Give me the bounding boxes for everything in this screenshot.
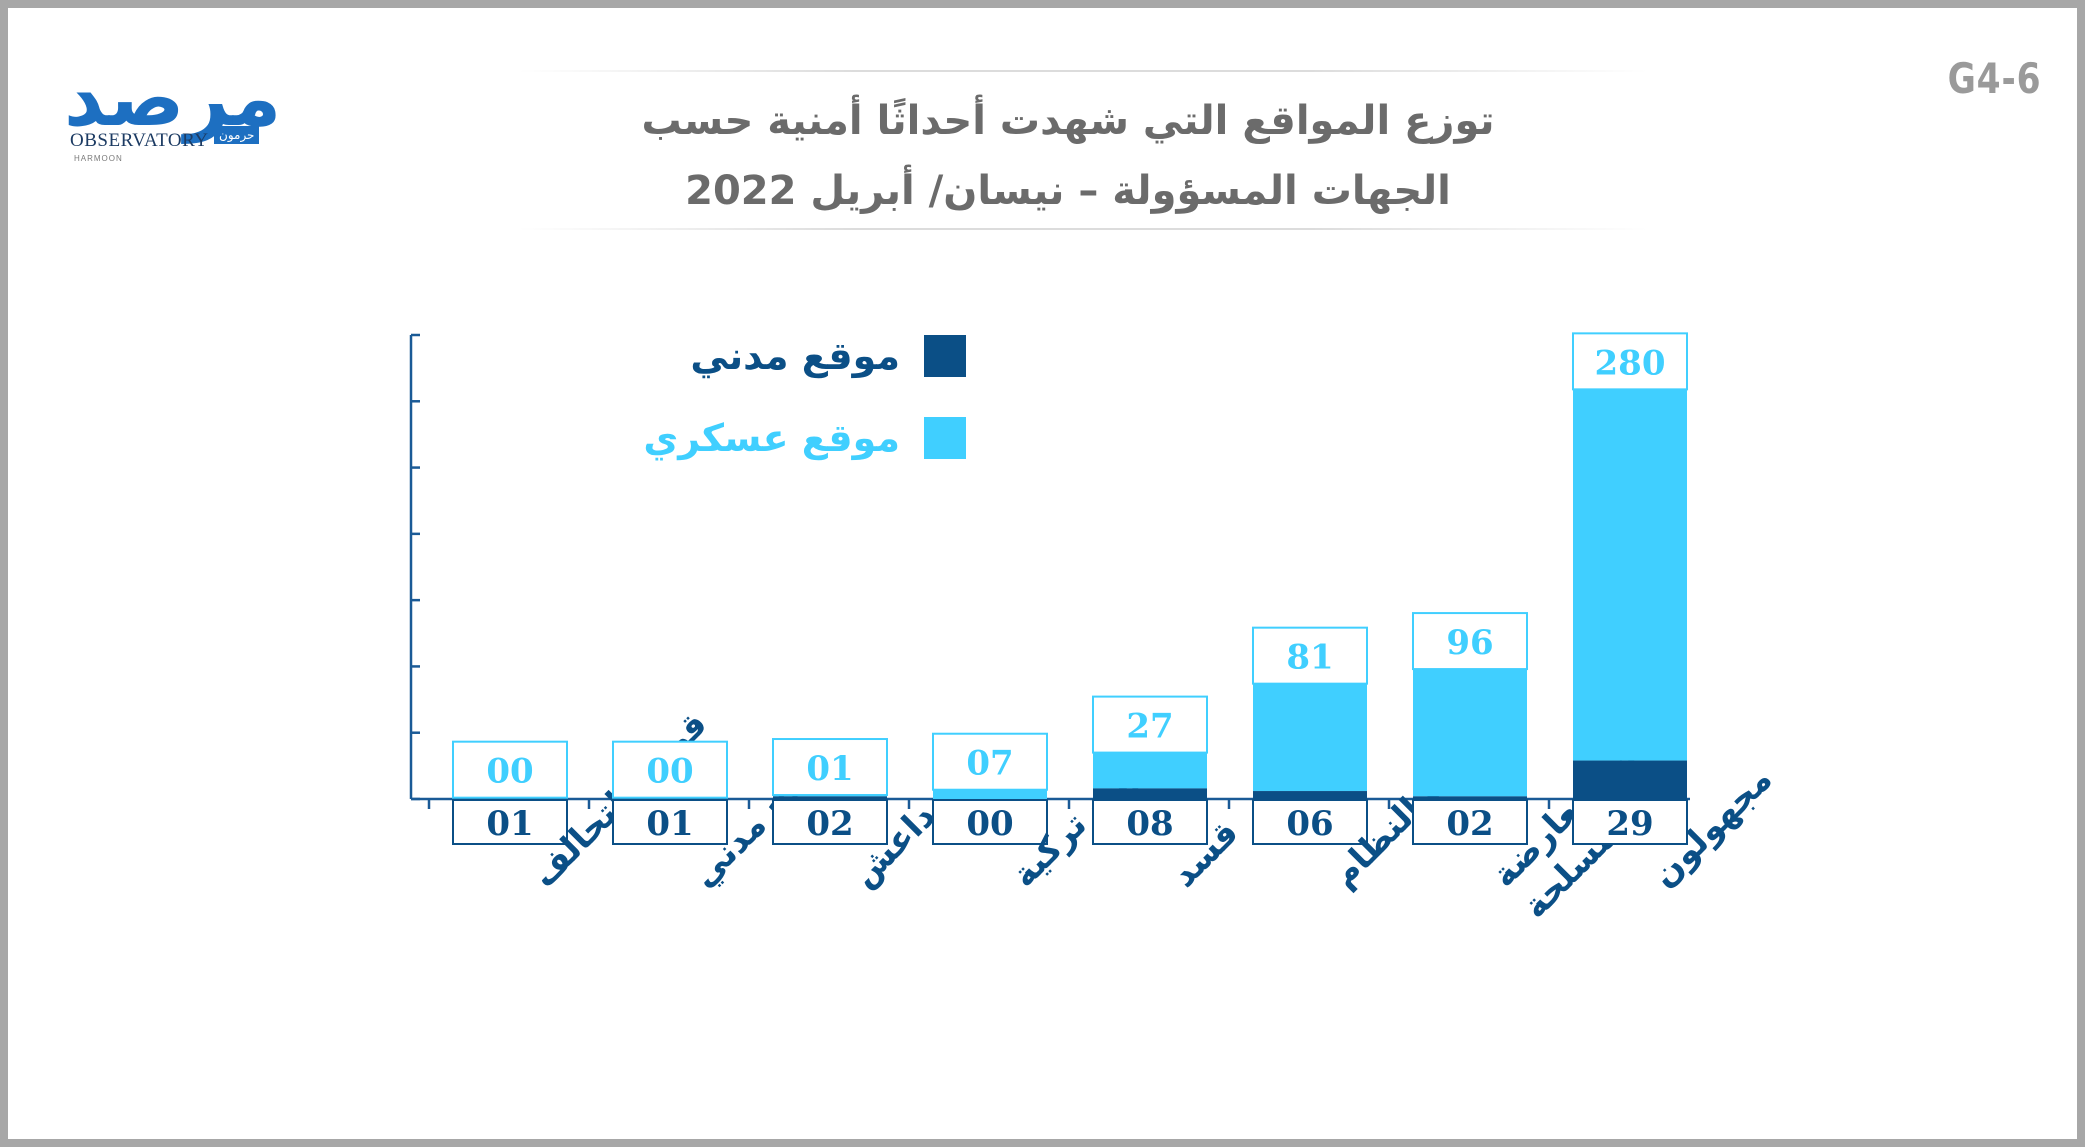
- civil-value-box: [1252, 799, 1368, 845]
- bar-military: [933, 789, 1047, 799]
- military-value-box: [1092, 695, 1208, 754]
- civil-value-label: 02: [806, 804, 853, 844]
- legend-item-civil: موقع مدني: [640, 334, 966, 378]
- military-value-box: [772, 738, 888, 797]
- title-line-1: توزع المواقع التي شهدت أحداثًا أمنية حسب: [641, 98, 1495, 144]
- bar-military: [1253, 683, 1367, 792]
- civil-value-label: 01: [486, 804, 533, 844]
- military-value-box: [612, 740, 728, 799]
- military-value-box: [932, 732, 1048, 791]
- civil-value-box: [1092, 799, 1208, 845]
- military-value-label: 07: [966, 744, 1013, 784]
- civil-value-label: 08: [1126, 804, 1173, 844]
- military-value-label: 00: [646, 752, 693, 792]
- military-value-box: [1412, 612, 1528, 671]
- bar-military: [1413, 669, 1527, 797]
- civil-value-label: 02: [1446, 804, 1493, 844]
- civil-value-label: 01: [646, 804, 693, 844]
- logo-ar: حرمون: [214, 126, 260, 144]
- logo-small: HARMOON: [74, 154, 123, 163]
- bar-civil: [1573, 760, 1687, 799]
- bar-civil: [1413, 796, 1527, 799]
- civil-value-box: [452, 799, 568, 845]
- civil-value-box: [1572, 799, 1688, 845]
- figure-code: G4-6: [1947, 54, 2041, 103]
- military-value-label: 280: [1595, 343, 1666, 383]
- observatory-logo: مرصد OBSERVATORY حرمون HARMOON: [64, 54, 283, 170]
- legend-label-civil: موقع مدني: [690, 334, 900, 378]
- bar-civil: [1093, 788, 1207, 799]
- civil-value-label: 00: [966, 804, 1013, 844]
- military-value-box: [1252, 626, 1368, 685]
- title-bottom-rule: [518, 228, 1648, 230]
- civil-value-box: [932, 799, 1048, 845]
- military-value-label: 81: [1286, 638, 1333, 678]
- civil-value-box: [772, 799, 888, 845]
- military-value-label: 96: [1446, 623, 1493, 663]
- logo-sub: OBSERVATORY: [70, 130, 209, 151]
- military-value-label: 00: [486, 752, 533, 792]
- military-value-label: 01: [806, 749, 853, 789]
- title-line-2: الجهات المسؤولة – نيسان/ أبريل 2022: [685, 168, 1451, 214]
- civil-value-label: 06: [1286, 804, 1333, 844]
- title-top-rule: [518, 70, 1648, 72]
- legend-label-military: موقع عسكري: [643, 416, 900, 460]
- legend-swatch-military: [924, 417, 966, 459]
- military-value-label: 27: [1126, 707, 1173, 747]
- legend-swatch-civil: [924, 335, 966, 377]
- civil-value-label: 29: [1606, 804, 1653, 844]
- bar-civil: [773, 796, 887, 799]
- bar-military: [1573, 389, 1687, 761]
- bar-civil: [1253, 791, 1367, 799]
- military-value-box: [452, 740, 568, 799]
- military-value-box: [1572, 332, 1688, 391]
- civil-value-box: [1412, 799, 1528, 845]
- civil-value-box: [612, 799, 728, 845]
- chart-title: توزع المواقع التي شهدت أحداثًا أمنية حسب…: [568, 86, 1568, 226]
- legend-item-military: موقع عسكري: [640, 416, 966, 460]
- bar-military: [1093, 752, 1207, 789]
- logo-word: مرصد: [64, 54, 283, 144]
